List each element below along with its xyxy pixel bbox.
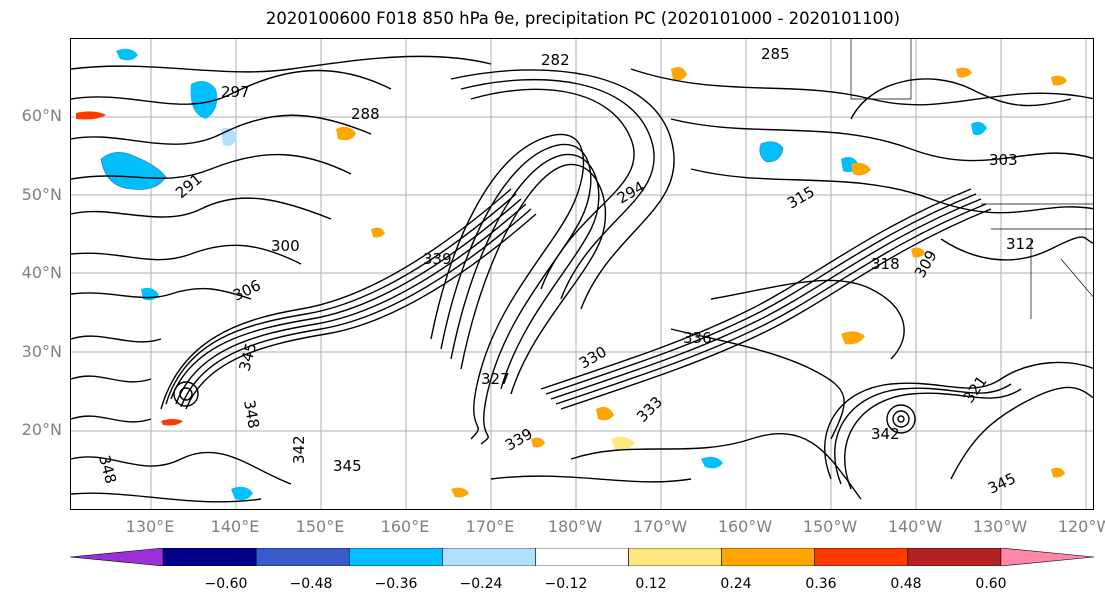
lon-label: 170°E <box>465 517 515 536</box>
colorbar-tick: 0.36 <box>805 576 837 592</box>
colorbar-extend-high <box>1000 548 1094 566</box>
contour-label: 315 <box>784 183 818 213</box>
lon-label: 180°W <box>547 517 603 536</box>
colorbar <box>70 548 1094 566</box>
lon-label: 150°W <box>802 517 858 536</box>
contour-label: 303 <box>989 151 1018 169</box>
contour-label: 291 <box>172 170 206 202</box>
lon-label: 160°E <box>380 517 430 536</box>
colorbar-cell <box>162 548 257 566</box>
contour-label: 327 <box>481 370 510 388</box>
colorbar-cell <box>442 548 536 566</box>
colorbar-cell <box>255 548 350 566</box>
graticule <box>71 39 1093 509</box>
lon-label: 170°W <box>632 517 688 536</box>
colorbar-cell <box>814 548 909 566</box>
colorbar-cell <box>721 548 816 566</box>
colorbar-tick: 0.48 <box>890 576 922 592</box>
contour-label: 297 <box>221 83 250 101</box>
colorbar-tick: −0.12 <box>544 576 588 592</box>
colorbar-tick: −0.48 <box>289 576 333 592</box>
contour-label: 345 <box>235 341 260 373</box>
contour-label: 285 <box>761 45 790 63</box>
colorbar-tick: 0.12 <box>635 576 667 592</box>
lon-label: 140°W <box>887 517 943 536</box>
contour-label: 345 <box>985 469 1019 497</box>
colorbar-tick: 0.24 <box>720 576 752 592</box>
colorbar-cell <box>628 548 722 566</box>
contour-label: 342 <box>290 435 308 464</box>
contour-label: 312 <box>1006 235 1035 253</box>
lon-label: 140°E <box>210 517 260 536</box>
map-canvas: 285 282 288 291 294 297 300 303 306 309 … <box>71 39 1093 509</box>
colorbar-extend-low <box>70 548 164 566</box>
lon-label: 150°E <box>295 517 345 536</box>
colorbar-tick: −0.24 <box>459 576 503 592</box>
lat-label: 40°N <box>21 263 62 282</box>
lon-label: 120°W <box>1057 517 1105 536</box>
colorbar-cell <box>348 548 443 566</box>
colorbar-cell <box>907 548 1002 566</box>
contour-label: 345 <box>333 457 362 475</box>
map-panel: 285 282 288 291 294 297 300 303 306 309 … <box>70 38 1094 510</box>
map-title: 2020100600 F018 850 hPa θe, precipitatio… <box>265 9 901 28</box>
contour-label: 282 <box>541 51 570 69</box>
contour-label: 321 <box>960 373 991 407</box>
colorbar-tick: −0.60 <box>204 576 248 592</box>
lat-label: 60°N <box>21 106 62 125</box>
lon-label: 130°W <box>972 517 1028 536</box>
contour-label: 342 <box>871 425 900 443</box>
colorbar-tick: 0.60 <box>975 576 1007 592</box>
colorbar-tick: −0.36 <box>374 576 418 592</box>
contour-label: 348 <box>240 399 263 430</box>
colorbar-cell <box>535 548 629 566</box>
precip-shading <box>76 48 1067 501</box>
contour-label: 339 <box>423 250 452 268</box>
coastlines <box>850 39 1093 319</box>
contour-label: 336 <box>683 329 712 347</box>
lon-label: 160°W <box>717 517 773 536</box>
contour-label: 318 <box>871 255 900 273</box>
contour-label: 294 <box>614 178 648 208</box>
contour-label: 348 <box>95 453 120 485</box>
contour-label: 300 <box>271 237 300 255</box>
lon-label: 130°E <box>125 517 175 536</box>
contour-label: 339 <box>502 425 536 455</box>
contour-label: 306 <box>230 276 264 304</box>
lat-label: 50°N <box>21 185 62 204</box>
lat-label: 30°N <box>21 342 62 361</box>
lat-label: 20°N <box>21 420 62 439</box>
contour-label: 288 <box>351 105 380 123</box>
theta-e-contours <box>71 55 1093 503</box>
